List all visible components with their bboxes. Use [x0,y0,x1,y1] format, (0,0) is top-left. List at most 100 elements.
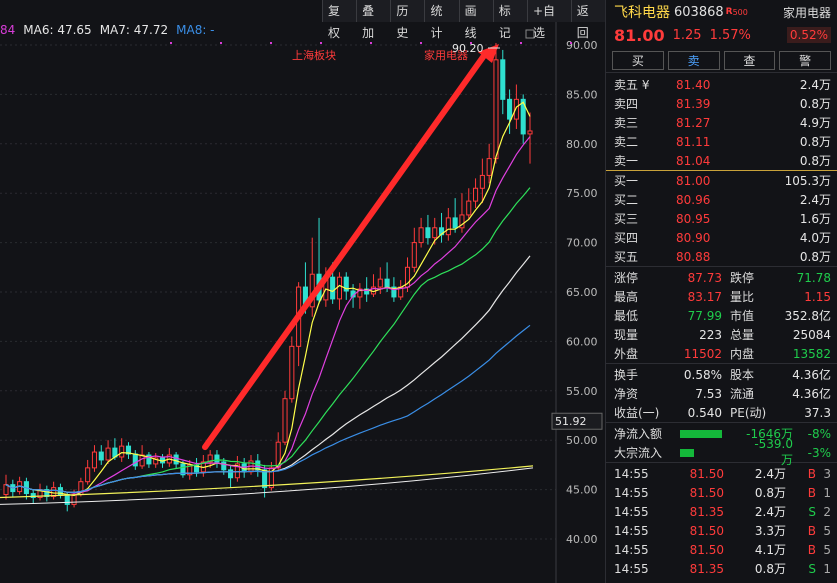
sells-price: 81.27 [676,115,711,130]
toolbar-button-4[interactable]: 画线 [458,0,493,40]
tick-price: 81.35 [689,504,724,519]
industry-name[interactable]: 家用电器 [782,5,831,20]
buys-row[interactable]: 买三 80.95 1.6万 [606,209,837,228]
stat-value: 11502 [683,346,722,361]
buys-price: 80.96 [676,192,711,207]
sells-price: 81.39 [676,96,711,111]
margin-badge-sub: 500 [732,7,748,17]
buys-row[interactable]: 买五 80.88 0.8万 [606,247,837,266]
candle-body [520,98,526,135]
tick-time: 14:55 [614,561,649,576]
toolbar-button-0[interactable]: 复权 [322,0,356,40]
tick-side: S [808,504,816,519]
buys-row[interactable]: 买四 80.90 4.0万 [606,228,837,247]
buy-button[interactable]: 买 [612,50,664,70]
toolbar-button-6[interactable]: +自选 [526,0,571,40]
candle-body [105,447,111,461]
candle-body [268,467,274,489]
ma20-line [5,187,531,494]
y-axis-label: 60.00 [566,335,598,348]
candle-body [3,484,9,496]
tick-count: 5 [823,523,831,538]
toolbar-button-7[interactable]: 返回 [570,0,605,40]
tick-volume: 2.4万 [754,505,786,519]
stat-label: 外盘 [614,347,639,361]
kline-svg[interactable]: 90.00 85.00 80.00 75.00 70.00 65.00 60.00 55.00… [0,0,605,583]
sells-label: 卖三 [614,116,639,130]
toolbar-button-1[interactable]: 叠加 [356,0,390,40]
signal-dot [570,42,572,44]
signal-dot [320,42,322,44]
stock-code: 603868 [674,4,724,20]
stat-label: 最高 [614,290,639,304]
y-axis-label: 65.00 [566,286,598,299]
sell-button[interactable]: 卖 [667,50,720,70]
candle-body [527,130,533,135]
tick-count: 2 [823,504,831,519]
toolbar-button-3[interactable]: 统计 [424,0,458,40]
candle-body [384,278,390,288]
tick-time: 14:55 [614,542,649,557]
sells-row[interactable]: 卖五 ¥ 81.40 2.4万 [606,75,837,94]
buys-label: 买三 [614,212,639,226]
flow-row: 净流入额 -1646万 -8% [606,424,837,443]
tick-volume: 0.8万 [754,562,786,576]
tick-count: 1 [823,485,831,500]
flow-pct: -8% [807,426,831,441]
stat-value: 352.8亿 [784,309,831,323]
tick-price: 81.50 [689,466,724,481]
ma40-line [5,255,531,494]
candle-body [473,187,479,202]
sells-price: 81.40 [676,77,711,92]
kline-chart[interactable]: 90.00 85.00 80.00 75.00 70.00 65.00 60.00 55.00… [0,0,605,583]
buys-label: 买四 [614,231,639,245]
y-axis-label: 40.00 [566,533,598,546]
flow-label: 净流入额 [614,427,663,441]
toolbar-button-5[interactable]: 标记 [492,0,527,40]
sells-price: 81.11 [676,134,711,149]
tick-volume: 2.4万 [754,467,786,481]
stats-row: 涨停 87.73 跌停 71.78 [606,268,837,287]
stock-name: 飞科电器 [614,5,670,21]
candle-body [180,463,186,476]
y-axis-label: 80.00 [566,138,598,151]
stats-row: 外盘 11502 内盘 13582 [606,344,837,363]
tick-price: 81.50 [689,542,724,557]
candle-body [445,217,451,236]
sells-price: 81.04 [676,153,711,168]
stat-label: 总量 [730,328,755,342]
candle-body [173,454,179,465]
sells-row[interactable]: 卖四 81.39 0.8万 [606,94,837,113]
ma60-line [5,324,531,494]
stat-value: 83.17 [687,289,722,304]
candle-body [139,454,145,467]
buys-price: 81.00 [676,173,711,188]
candle-body [64,494,70,505]
sells-row[interactable]: 卖三 81.27 4.9万 [606,113,837,132]
candle-body [262,469,268,489]
price-change: 1.25 [672,27,702,43]
tick-count: 5 [823,542,831,557]
buys-row[interactable]: 买一 81.00 105.3万 [606,171,837,190]
buys-volume: 2.4万 [799,193,831,207]
alert-button[interactable]: 警 [779,50,831,70]
tick-volume: 0.8万 [754,486,786,500]
stat-label: 跌停 [730,271,755,285]
sells-row[interactable]: 卖二 81.11 0.8万 [606,132,837,151]
signal-dot [520,42,522,44]
y-axis-label: 50.00 [566,434,598,447]
candle-body [282,398,288,443]
toolbar-button-2[interactable]: 历史 [390,0,424,40]
buys-row[interactable]: 买二 80.96 2.4万 [606,190,837,209]
buys-price: 80.95 [676,211,711,226]
buys-volume: 4.0万 [799,231,831,245]
y-axis-label: 85.00 [566,88,598,101]
query-button[interactable]: 查 [723,50,776,70]
candle-body [418,227,424,244]
stat-value: 87.73 [687,270,722,285]
flow-bar [680,448,694,457]
sells-row[interactable]: 卖一 81.04 0.8万 [606,151,837,170]
money-flow: 净流入额 -1646万 -8% 大宗流入 -539.0万 -3% [606,422,837,467]
fund-value: 7.53 [695,386,722,401]
stock-header: 飞科电器 603868 R 500 家用电器 [606,0,837,22]
